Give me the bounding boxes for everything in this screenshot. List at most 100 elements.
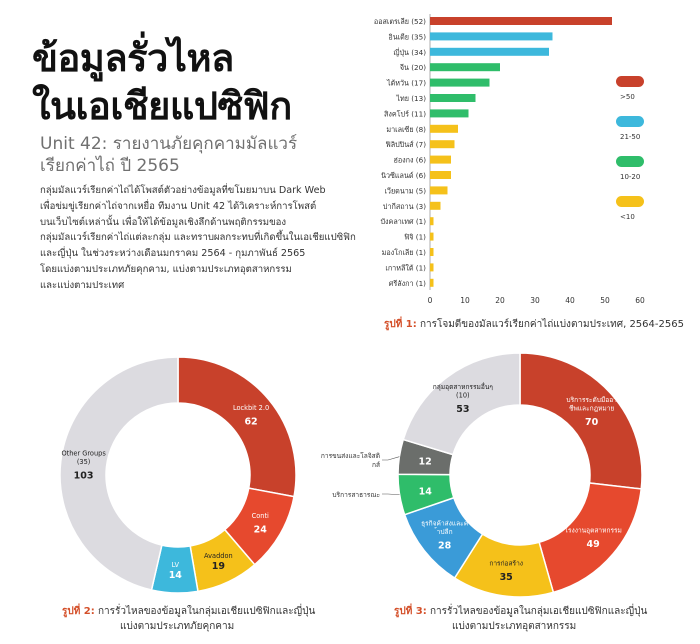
- slice-value: 62: [244, 416, 257, 427]
- slice-value: 12: [418, 457, 431, 468]
- slice-label: การก่อสร้าง: [489, 560, 523, 568]
- figure-3-number: รูปที่ 3:: [394, 606, 427, 617]
- country-label: ฮ่องกง (6): [393, 156, 426, 165]
- country-bar: [430, 124, 458, 133]
- donut-slice: [59, 356, 179, 591]
- intro-line: และญี่ปุ่น ในช่วงระหว่างเดือนมกราคม 2564…: [40, 248, 306, 260]
- slice-label: Conti: [252, 512, 269, 520]
- legend-swatch: [616, 116, 644, 127]
- donut-slice: [538, 482, 643, 594]
- country-bar: [430, 17, 612, 25]
- country-bar: [430, 47, 549, 56]
- x-tick-label: 40: [565, 296, 575, 305]
- slice-value: 28: [438, 540, 452, 551]
- country-bar: [430, 78, 490, 87]
- slice-label: (35): [77, 458, 91, 466]
- figure-3-caption-line-1: การรั่วไหลของข้อมูลในกลุ่มเอเชียแปซิฟิกแ…: [429, 606, 648, 617]
- legend-swatch: [616, 196, 644, 207]
- country-label: บังคลาเทศ (1): [380, 217, 426, 226]
- country-bar: [430, 263, 434, 272]
- country-label: นิวซีแลนด์ (6): [381, 171, 426, 180]
- donut-slice: [402, 352, 521, 456]
- x-tick-label: 30: [530, 296, 540, 305]
- country-label: ญี่ปุ่น (34): [393, 48, 426, 57]
- slice-value: 49: [587, 539, 600, 550]
- slice-value: 19: [212, 561, 225, 572]
- intro-paragraph: กลุ่มมัลแวร์เรียกค่าไถ่ได้โพสต์ตัวอย่างข…: [40, 183, 380, 294]
- figure-3-caption: รูปที่ 3: การรั่วไหลของข้อมูลในกลุ่มเอเช…: [394, 604, 684, 634]
- country-label: ไต้หวัน (17): [386, 79, 426, 88]
- x-tick-label: 20: [495, 296, 505, 305]
- slice-label: ชีพและกฎหมาย: [569, 405, 614, 413]
- intro-line: เพื่อข่มขู่เรียกค่าไถ่จากเหยื่อ ทีมงาน U…: [40, 200, 317, 212]
- figure-2-caption: รูปที่ 2: การรั่วไหลของข้อมูลในกลุ่มเอเช…: [62, 604, 342, 634]
- country-label: ฟิลิปปินส์ (7): [386, 140, 427, 149]
- legend-swatch: [616, 156, 644, 167]
- slice-value: 24: [254, 525, 268, 536]
- country-label: สิงคโปร์ (11): [384, 109, 426, 118]
- slice-value: 35: [500, 572, 513, 583]
- slice-label: LV: [172, 561, 180, 569]
- country-bar: [430, 278, 434, 287]
- country-label: เวียดนาม (5): [384, 186, 426, 195]
- country-label: ศรีลังกา (1): [389, 279, 426, 288]
- slice-label: Avaddon: [204, 552, 233, 560]
- slice-label: กลุ่มอุตสาหกรรมอื่นๆ: [433, 382, 494, 391]
- country-label: ไทย (13): [395, 94, 426, 103]
- country-bar: [430, 232, 434, 241]
- legend-label: 10-20: [620, 173, 640, 181]
- country-label: มาเลเซีย (8): [386, 125, 426, 134]
- intro-line: กลุ่มมัลแวร์เรียกค่าไถ่แต่ละกลุ่ม และทรา…: [40, 232, 356, 244]
- title-line-1: ข้อมูลรั่วไหล: [32, 36, 234, 80]
- x-tick-label: 0: [428, 296, 433, 305]
- slice-label: บริการระดับมืออา: [566, 396, 617, 404]
- intro-line: บนเว็บไซต์เหล่านั้น เพื่อให้ได้ข้อมูลเชิ…: [40, 216, 287, 228]
- intro-line: และแบ่งตามประเทศ: [40, 279, 125, 291]
- slice-label: บริการสาธารณะ: [332, 491, 380, 499]
- country-label: จีน (20): [400, 63, 426, 72]
- leader-line: [382, 456, 400, 461]
- x-tick-label: 60: [635, 296, 645, 305]
- intro-line: กลุ่มมัลแวร์เรียกค่าไถ่ได้โพสต์ตัวอย่างข…: [40, 185, 326, 196]
- figure-2-caption-line-2: แบ่งตามประเภทภัยคุกคาม: [120, 621, 235, 632]
- figure-2-number: รูปที่ 2:: [62, 606, 95, 617]
- subtitle-line-1: Unit 42: รายงานภัยคุกคามมัลแวร์: [40, 134, 298, 154]
- legend-swatch: [616, 76, 644, 87]
- country-label: อินเดีย (35): [388, 32, 426, 41]
- country-bar: [430, 32, 553, 41]
- page-title: ข้อมูลรั่วไหล ในเอเชียแปซิฟิก: [32, 34, 362, 130]
- title-line-2: ในเอเชียแปซิฟิก: [32, 84, 292, 128]
- slice-label: ธุรกิจค้าส่งและค: [421, 519, 468, 527]
- country-bar: [430, 155, 451, 164]
- slice-value: 70: [585, 417, 599, 428]
- x-tick-label: 50: [600, 296, 610, 305]
- country-bar: [430, 248, 434, 256]
- donut-slice: [519, 352, 643, 490]
- legend-label: 21-50: [620, 133, 640, 141]
- slice-value: 103: [74, 470, 94, 481]
- country-bar: [430, 201, 441, 210]
- slice-label: ้าปลีก: [434, 527, 453, 536]
- figure-3-caption-line-2: แบ่งตามประเภทอุตสาหกรรม: [452, 621, 577, 632]
- leader-line: [382, 493, 400, 496]
- slice-label: Lockbit 2.0: [233, 404, 269, 412]
- figure-1-caption-text: การโจมตีของมัลแวร์เรียกค่าไถ่แบ่งตามประเ…: [419, 319, 684, 330]
- figure-1-caption: รูปที่ 1: การโจมตีของมัลแวร์เรียกค่าไถ่แ…: [384, 317, 684, 332]
- x-tick-label: 10: [460, 296, 470, 305]
- slice-value: 14: [169, 570, 183, 581]
- country-bar: [430, 217, 434, 226]
- slice-label: กส์: [372, 461, 380, 469]
- figure-2-caption-line-1: การรั่วไหลของข้อมูลในกลุ่มเอเชียแปซิฟิกแ…: [97, 606, 316, 617]
- donut-slice: [177, 356, 297, 498]
- slice-label: Other Groups: [61, 449, 106, 457]
- legend-label: <10: [620, 213, 635, 221]
- slice-label: (10): [456, 391, 470, 399]
- country-label: ออสเตรเลีย (52): [374, 17, 426, 26]
- country-bar: [430, 94, 476, 102]
- country-bar: [430, 186, 448, 195]
- intro-line: โดยแบ่งตามประเภทภัยคุกคาม, แบ่งตามประเภท…: [40, 263, 292, 275]
- country-bar: [430, 63, 500, 72]
- legend-label: >50: [620, 93, 635, 101]
